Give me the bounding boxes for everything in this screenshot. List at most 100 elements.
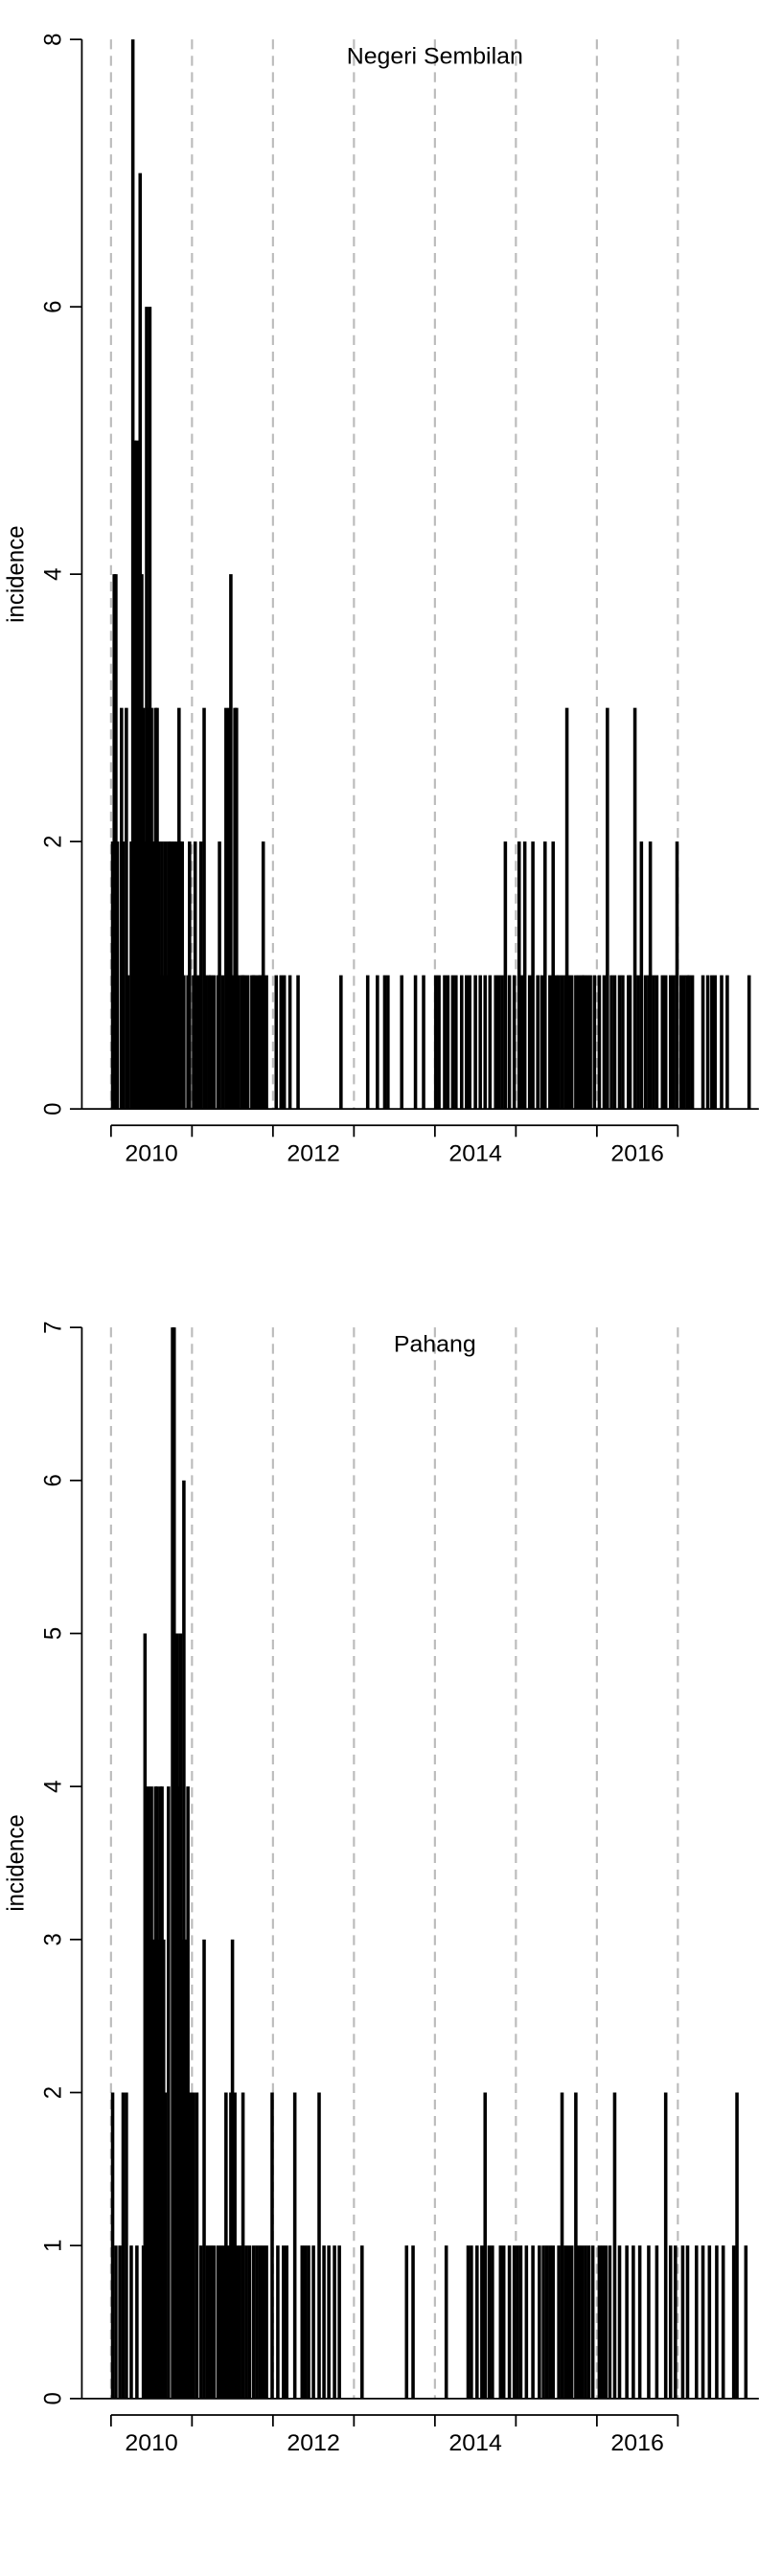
bar [652,975,655,1110]
x-tick-label: 2016 [610,2431,663,2456]
bar [544,2245,549,2399]
bar [531,2245,535,2399]
bar [203,975,208,1110]
bar [655,975,659,1110]
bar [632,707,637,1110]
bar [235,2245,239,2399]
bar [212,975,216,1110]
bar [480,2245,484,2399]
bar [643,975,648,1110]
bar [680,2245,685,2399]
bar [687,975,691,1110]
bar [422,975,425,1110]
bar [663,2092,668,2399]
bar [655,2245,659,2399]
bar [245,975,250,1110]
bar [747,975,751,1110]
bar [300,2245,305,2399]
bar [188,841,192,1110]
bar [292,2092,297,2399]
bar [600,2245,605,2399]
bar [125,707,128,1110]
bar [473,975,477,1110]
bar [307,2245,310,2399]
y-tick-label: 6 [40,1474,66,1486]
bar [705,975,710,1110]
bar [507,2245,512,2399]
bar [169,841,173,1110]
bar [202,707,206,1110]
bar [459,975,464,1110]
bar [337,2245,341,2399]
bar [182,975,186,1110]
bar [183,1939,188,2399]
bar [695,2245,699,2399]
bar [192,2092,195,2399]
bar [475,2245,479,2399]
bar [224,707,228,1110]
bar [339,975,343,1110]
bar [690,975,695,1110]
bar [735,2092,739,2399]
bar [270,2092,274,2399]
bar [541,2245,545,2399]
bar [721,2245,725,2399]
bar [527,975,532,1110]
x-tick-label: 2012 [287,1141,339,1166]
x-tick-label: 2014 [448,1141,501,1166]
bar [715,2245,719,2399]
bar [264,975,268,1110]
bar [707,2245,712,2399]
bar [569,2245,574,2399]
bar [444,2245,448,2399]
bar [710,975,714,1110]
bar [233,2092,237,2399]
bar [602,975,607,1110]
bar [279,975,284,1110]
bar [701,975,705,1110]
bar [731,2245,736,2399]
bar [167,1786,171,2399]
bar [574,975,578,1110]
bar [251,2245,256,2399]
bar [450,975,455,1110]
bar [167,841,171,1110]
bar [198,841,203,1110]
bar [580,2245,585,2399]
bar [360,2245,364,2399]
y-tick-label: 2 [40,2086,66,2099]
bar [149,707,153,1110]
panel-title: Pahang [394,1332,476,1357]
y-tick-label: 4 [40,567,66,580]
y-tick-label: 0 [40,1102,66,1115]
bar [744,2245,748,2399]
bar [516,2245,519,2399]
bar [503,841,508,1110]
bar [701,2245,705,2399]
bar [491,2245,494,2399]
bar [411,2245,415,2399]
y-tick-label: 7 [40,1321,66,1333]
bar [202,1939,206,2399]
bar [333,2245,336,2399]
bar [296,975,300,1110]
bar [470,2245,473,2399]
bar [261,2245,265,2399]
bar [276,2245,280,2399]
bar [617,975,622,1110]
bar [577,975,582,1110]
bar [255,2245,259,2399]
bar [236,975,241,1110]
bar [577,2245,582,2399]
bar [230,975,235,1110]
bar [443,975,447,1110]
bar [163,2092,168,2399]
bar [110,2092,115,2399]
bar [507,975,512,1110]
bar [115,841,120,1110]
bar [196,975,200,1110]
bar [713,975,718,1110]
bar [560,2092,564,2399]
bar [512,2245,517,2399]
